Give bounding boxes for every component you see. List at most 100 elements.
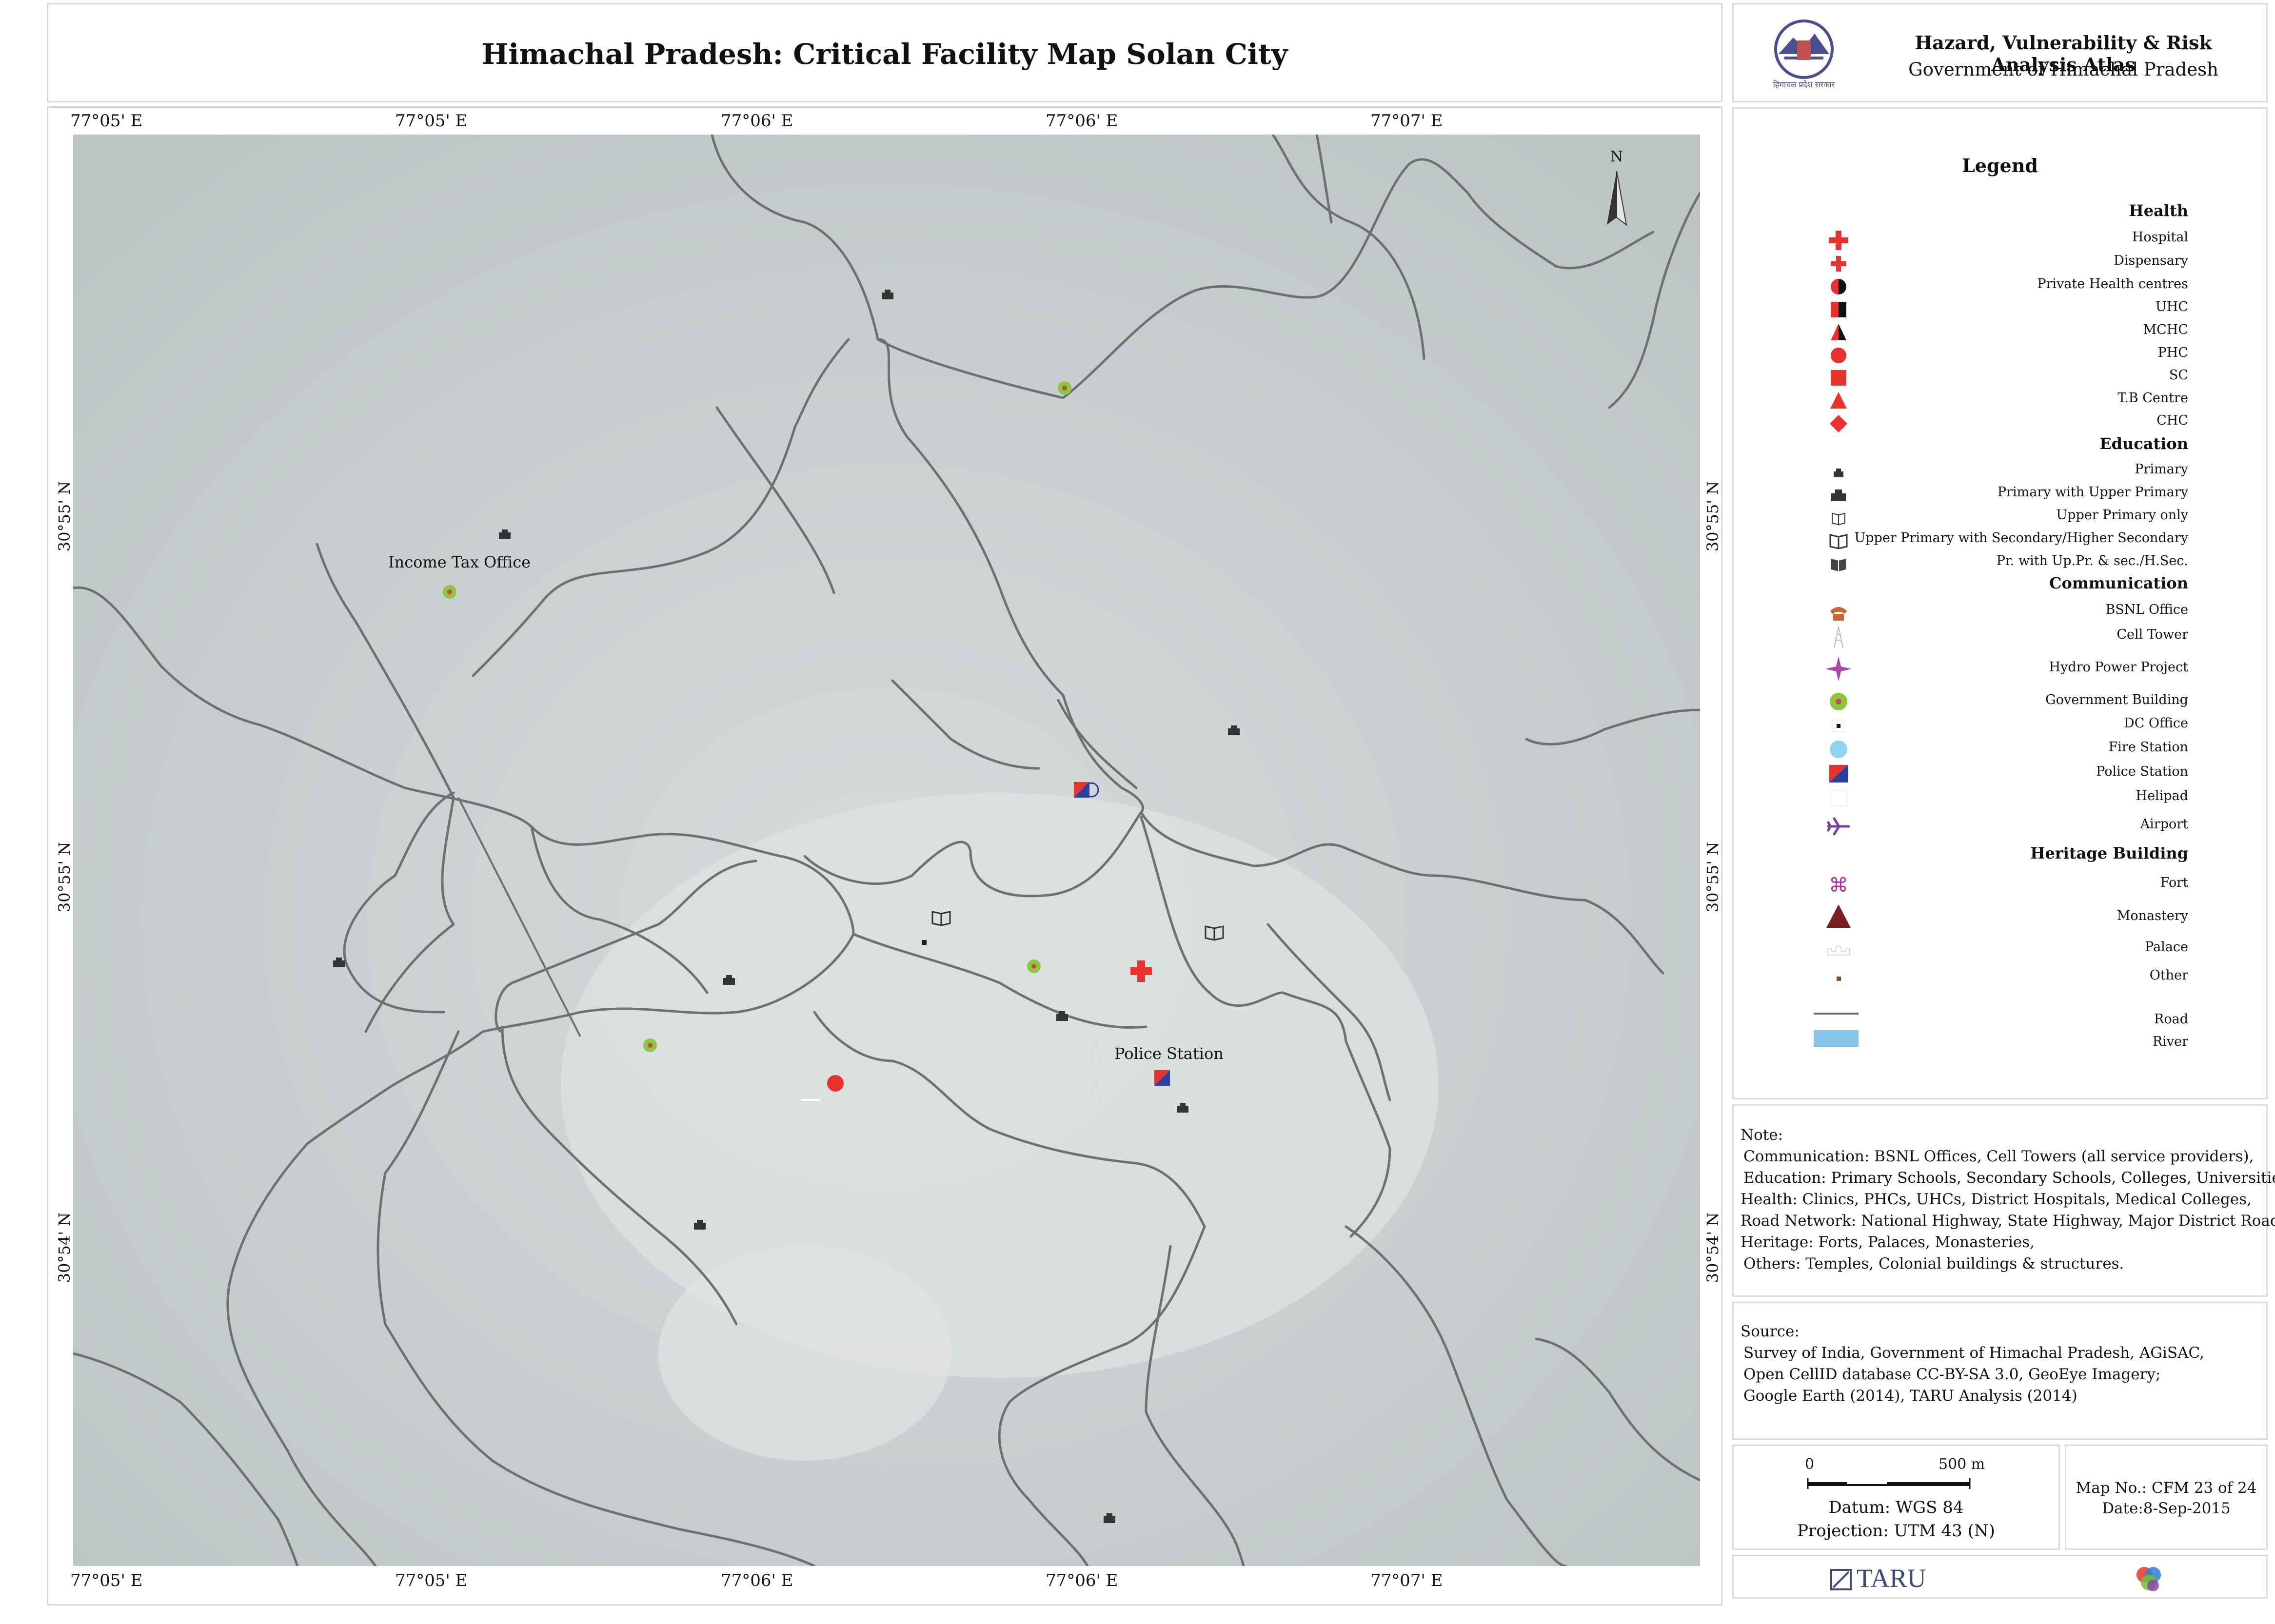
note-line: Others: Temples, Colonial buildings & st… bbox=[1743, 1255, 2124, 1272]
coord-left-2: 30°55' N bbox=[55, 841, 74, 913]
road bbox=[226, 1142, 377, 1566]
road bbox=[306, 933, 855, 1145]
uhc-icon bbox=[1831, 302, 1846, 317]
coord-bottom-4: 77°06' E bbox=[1046, 1571, 1118, 1590]
legend-item-phc: PHC bbox=[2157, 345, 2188, 360]
map-date: Date:8-Sep-2015 bbox=[2102, 1500, 2231, 1517]
cell-tower-icon bbox=[1090, 1080, 1102, 1100]
coord-left-1: 30°55' N bbox=[55, 481, 74, 552]
legend-item-tb-centre: T.B Centre bbox=[2117, 391, 2188, 406]
legend-heading-heritage: Heritage Building bbox=[2030, 844, 2188, 862]
dispensary-icon bbox=[1831, 256, 1846, 272]
legend-item-hospital: Hospital bbox=[2132, 230, 2188, 245]
legend-item-river: River bbox=[2152, 1034, 2188, 1049]
label-income-tax-office: Income Tax Office bbox=[388, 553, 531, 571]
phc-icon bbox=[1831, 348, 1846, 363]
hydro-power-icon bbox=[1825, 656, 1852, 682]
legend-item-bsnl: BSNL Office bbox=[2105, 602, 2188, 617]
partner-logo-icon bbox=[2137, 1567, 2161, 1591]
road bbox=[711, 135, 1655, 399]
road bbox=[803, 811, 1143, 898]
label-police-station: Police Station bbox=[1114, 1044, 1224, 1063]
legend-item-police-station: Police Station bbox=[2096, 764, 2188, 779]
legend-item-gov-building: Government Building bbox=[2045, 692, 2188, 707]
legend-item-other: Other bbox=[2149, 968, 2188, 983]
atlas-header: हिमाचल प्रदेश सरकार Hazard, Vulnerabilit… bbox=[1732, 3, 2268, 102]
primary-upper-primary-icon bbox=[1831, 489, 1846, 501]
road bbox=[530, 825, 601, 921]
map-canvas[interactable]: N bbox=[73, 135, 1700, 1566]
coord-left-3: 30°54' N bbox=[55, 1212, 74, 1283]
legend-item-dispensary: Dispensary bbox=[2114, 253, 2188, 268]
scale-length: 500 m bbox=[1939, 1456, 1985, 1473]
government-building-icon bbox=[1830, 693, 1847, 710]
primary-school-icon bbox=[882, 290, 893, 299]
road bbox=[1608, 192, 1700, 409]
note-line: Health: Clinics, PHCs, UHCs, District Ho… bbox=[1741, 1191, 2252, 1208]
road bbox=[1145, 1245, 1245, 1566]
road bbox=[1271, 135, 1425, 360]
legend-item-fire-station: Fire Station bbox=[2108, 740, 2188, 755]
legend-item-road: Road bbox=[2154, 1012, 2188, 1027]
police-station-icon bbox=[1154, 1070, 1170, 1086]
road bbox=[1057, 699, 1138, 789]
road bbox=[1345, 1225, 1567, 1566]
road bbox=[441, 796, 455, 926]
coord-bottom-2: 77°05' E bbox=[395, 1571, 468, 1590]
fort-icon: ⌘ bbox=[1829, 874, 1848, 897]
note-line: Communication: BSNL Offices, Cell Towers… bbox=[1743, 1148, 2254, 1165]
road bbox=[1140, 811, 1664, 975]
road bbox=[891, 679, 1040, 770]
legend-item-helipad: Helipad bbox=[2136, 788, 2188, 803]
coord-bottom-3: 77°06' E bbox=[721, 1571, 793, 1590]
legend-item-pr-up-sec: Pr. with Up.Pr. & sec./H.Sec. bbox=[1996, 553, 2188, 568]
taru-brand: TARU bbox=[1857, 1564, 1926, 1593]
road bbox=[501, 1025, 738, 1326]
map-number: Map No.: CFM 23 of 24 bbox=[2076, 1479, 2257, 1497]
upper-primary-secondary-icon bbox=[1829, 534, 1848, 549]
road bbox=[316, 543, 455, 799]
road bbox=[1525, 708, 1700, 745]
emblem-caption: हिमाचल प्रदेश सरकार bbox=[1773, 80, 1835, 89]
legend-item-upper-primary-secondary: Upper Primary with Secondary/Higher Seco… bbox=[1854, 530, 2189, 546]
road bbox=[876, 338, 1145, 814]
note-panel: Note: Communication: BSNL Offices, Cell … bbox=[1732, 1104, 2275, 1297]
fire-station-outline bbox=[1084, 782, 1099, 798]
legend-item-hydro: Hydro Power Project bbox=[2049, 660, 2188, 675]
primary-with-all-icon bbox=[1831, 559, 1846, 571]
sc-icon bbox=[1831, 370, 1846, 386]
dc-office-icon bbox=[922, 940, 927, 945]
cell-tower-icon bbox=[1090, 1041, 1102, 1061]
svg-text:⌘: ⌘ bbox=[1829, 874, 1848, 897]
road bbox=[1266, 923, 1391, 1101]
map-info-panel: Map No.: CFM 23 of 24 Date:8-Sep-2015 bbox=[2065, 1445, 2268, 1550]
note-line: Road Network: National Highway, State Hi… bbox=[1741, 1212, 2275, 1230]
source-heading: Source: bbox=[1741, 1323, 1800, 1340]
coord-top-2: 77°05' E bbox=[395, 111, 468, 131]
road bbox=[1535, 1337, 1700, 1482]
police-station-icon bbox=[1829, 765, 1848, 783]
hospital-icon bbox=[1130, 960, 1152, 982]
coord-top-1: 77°05' E bbox=[70, 111, 143, 131]
government-building-icon bbox=[443, 585, 456, 599]
government-building-icon bbox=[643, 1038, 657, 1052]
open-ground bbox=[658, 1246, 951, 1461]
legend-item-mchc: MCHC bbox=[2143, 322, 2188, 337]
road bbox=[73, 1352, 299, 1566]
source-line: Survey of India, Government of Himachal … bbox=[1743, 1344, 2204, 1362]
scale-zero: 0 bbox=[1805, 1456, 1815, 1473]
helipad-icon bbox=[1830, 790, 1847, 806]
scale-bar-icon bbox=[1807, 1478, 1971, 1489]
upper-primary-secondary-icon bbox=[1205, 925, 1224, 941]
hospital-icon bbox=[1829, 231, 1848, 250]
coord-top-4: 77°06' E bbox=[1046, 111, 1118, 131]
legend-heading-communication: Communication bbox=[2049, 574, 2188, 592]
legend-item-fort: Fort bbox=[2160, 875, 2188, 890]
road bbox=[472, 338, 850, 677]
coord-right-2: 30°55' N bbox=[1703, 841, 1722, 913]
source-line: Google Earth (2014), TARU Analysis (2014… bbox=[1743, 1387, 2077, 1405]
road bbox=[364, 923, 455, 1033]
legend-item-primary: Primary bbox=[2135, 462, 2188, 477]
primary-school-icon bbox=[1177, 1103, 1188, 1113]
road bbox=[1315, 135, 1333, 224]
